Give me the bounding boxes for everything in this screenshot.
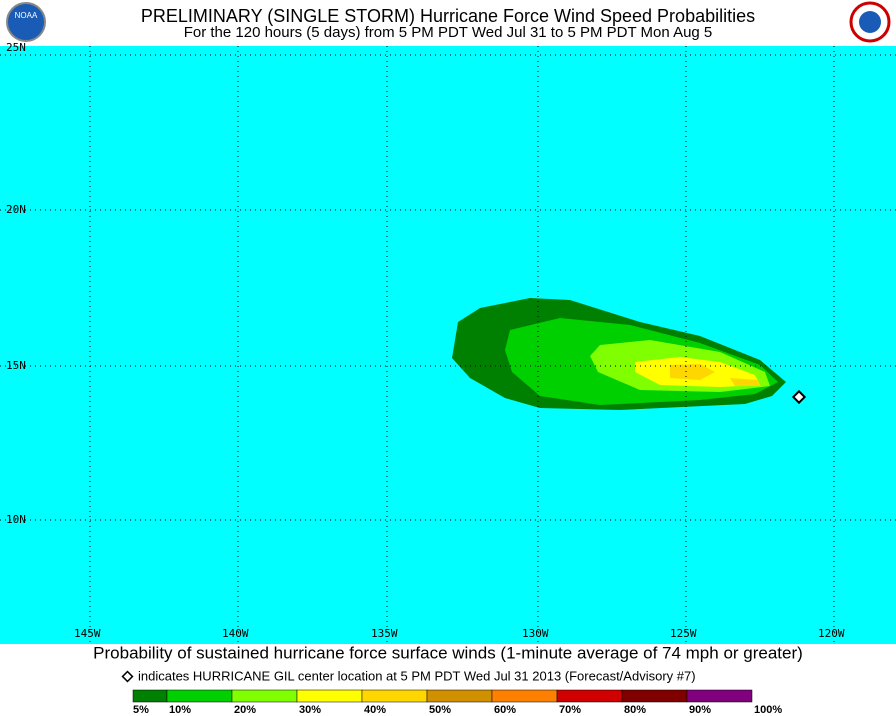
scale-swatch (491, 689, 558, 703)
scale-label: 100% (754, 704, 782, 716)
lon-label: 135W (371, 627, 398, 640)
scale-swatch (556, 689, 623, 703)
scale-label: 80% (624, 704, 646, 716)
scale-swatch (231, 689, 298, 703)
ocean (0, 46, 896, 644)
scale-swatch (132, 689, 168, 703)
scale-label: 10% (169, 704, 191, 716)
svg-text:NOAA: NOAA (15, 11, 38, 20)
scale-label: 90% (689, 704, 711, 716)
scale-swatch (296, 689, 363, 703)
title: PRELIMINARY (SINGLE STORM) Hurricane For… (141, 6, 755, 26)
scale-swatch (621, 689, 688, 703)
scale-label: 50% (429, 704, 451, 716)
scale-label: 70% (559, 704, 581, 716)
lon-label: 120W (818, 627, 845, 640)
lat-label: 15N (6, 359, 26, 372)
lon-label: 130W (522, 627, 549, 640)
scale-swatch (686, 689, 753, 703)
lat-label: 10N (6, 513, 26, 526)
logo-noaa: NOAA (6, 2, 46, 42)
scale-swatch (426, 689, 493, 703)
grid: 25N 20N 15N 10N 145W 140W 135W 130W 125W 120W (0, 41, 896, 644)
scale-swatch (361, 689, 428, 703)
logo-nws (849, 1, 891, 43)
subtitle: For the 120 hours (5 days) from 5 PM PDT… (184, 24, 713, 41)
storm-center (791, 389, 807, 405)
contours (452, 298, 786, 410)
lat-label: 25N (6, 41, 26, 54)
lat-label: 20N (6, 203, 26, 216)
scale-label: 20% (234, 704, 256, 716)
scale-label: 60% (494, 704, 516, 716)
color-scale: 5% 10% 20% 30% 40% 50% 60% 70% 80% 90% 100% (132, 689, 782, 716)
lon-label: 145W (74, 627, 101, 640)
legend-diamond (121, 670, 134, 683)
lon-label: 125W (670, 627, 697, 640)
lon-label: 140W (222, 627, 249, 640)
scale-swatch (166, 689, 233, 703)
scale-label: 30% (299, 704, 321, 716)
caption: Probability of sustained hurricane force… (93, 643, 803, 662)
scale-label: 40% (364, 704, 386, 716)
scale-label: 5% (133, 704, 149, 716)
note: indicates HURRICANE GIL center location … (138, 668, 696, 683)
